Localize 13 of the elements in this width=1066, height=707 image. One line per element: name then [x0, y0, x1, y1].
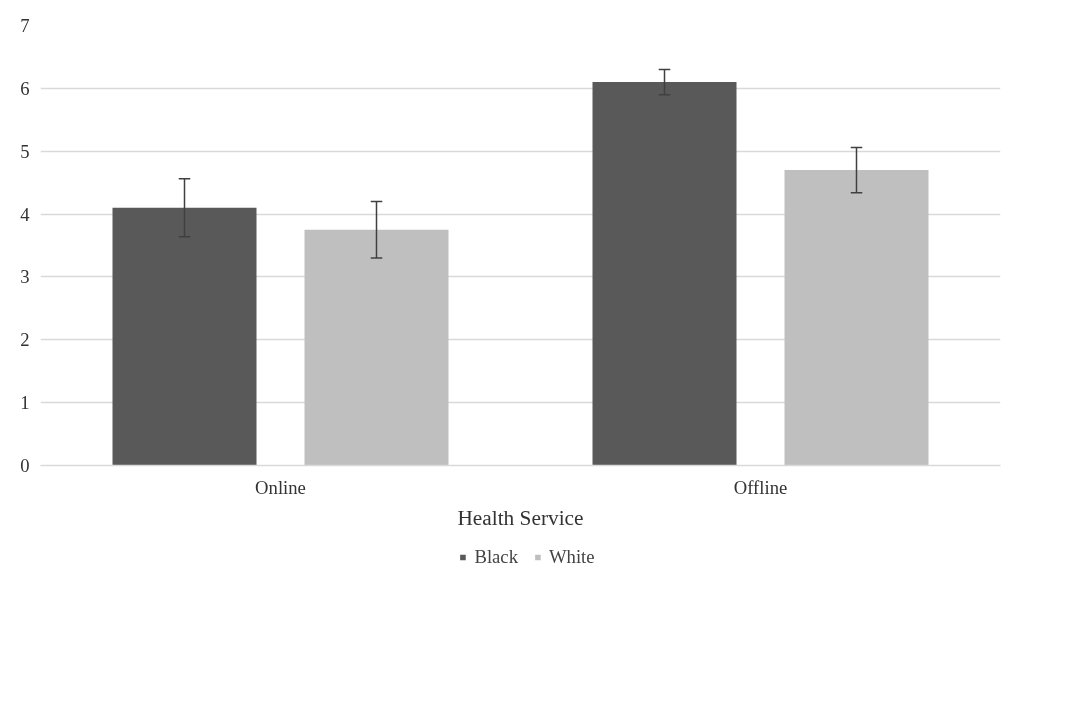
y-tick-label: 6 — [20, 77, 30, 99]
x-tick-label: Online — [255, 476, 306, 498]
legend-label: Black — [474, 546, 518, 568]
y-tick-label: 4 — [20, 203, 31, 225]
legend-label: White — [548, 546, 595, 568]
y-tick-label: 7 — [20, 15, 30, 36]
x-axis-title: Health Service — [457, 505, 584, 530]
y-tick-label: 0 — [20, 455, 30, 476]
y-tick-label: 5 — [20, 140, 30, 162]
x-tick-label: Offline — [733, 476, 788, 498]
y-tick-label: 3 — [20, 266, 30, 288]
y-tick-label: 2 — [20, 329, 30, 351]
y-tick-label: 1 — [20, 392, 30, 414]
